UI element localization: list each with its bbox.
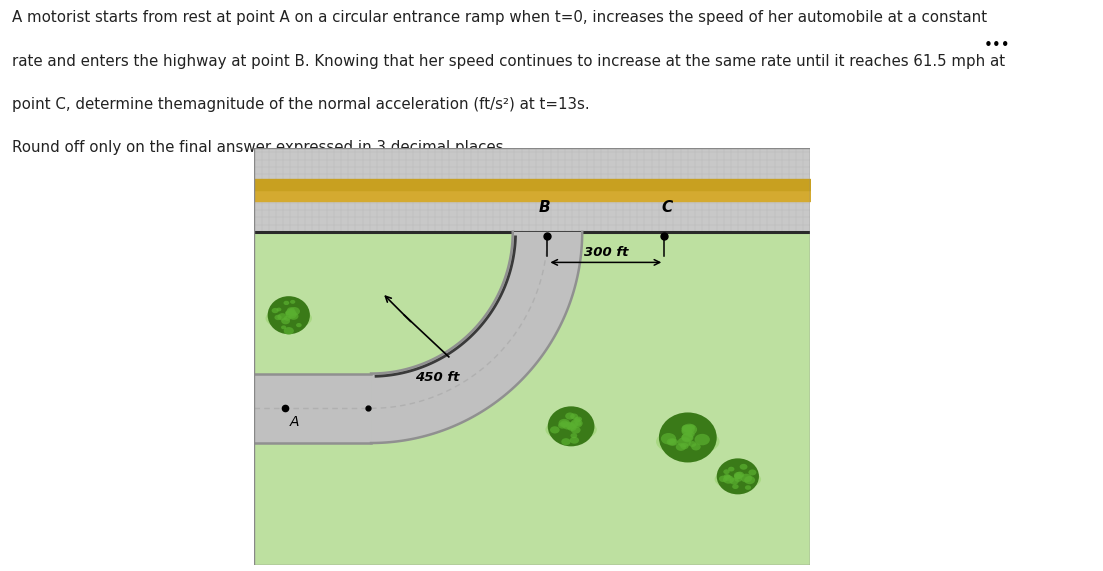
Ellipse shape	[666, 439, 676, 445]
Ellipse shape	[281, 317, 290, 324]
Ellipse shape	[676, 443, 686, 451]
Ellipse shape	[575, 421, 581, 426]
Ellipse shape	[570, 433, 577, 438]
Polygon shape	[255, 148, 810, 232]
Ellipse shape	[682, 424, 697, 435]
Ellipse shape	[735, 474, 741, 479]
Ellipse shape	[268, 296, 310, 334]
Ellipse shape	[724, 469, 730, 474]
Text: A: A	[289, 415, 299, 429]
Ellipse shape	[684, 425, 695, 433]
Ellipse shape	[729, 478, 739, 485]
Ellipse shape	[563, 422, 572, 429]
Text: 300 ft: 300 ft	[583, 246, 628, 259]
Ellipse shape	[658, 412, 717, 463]
Ellipse shape	[735, 476, 742, 482]
Ellipse shape	[289, 312, 299, 320]
Ellipse shape	[277, 308, 281, 311]
Ellipse shape	[683, 425, 692, 432]
Ellipse shape	[286, 311, 291, 315]
Ellipse shape	[682, 433, 693, 441]
Ellipse shape	[688, 441, 696, 447]
Ellipse shape	[281, 325, 287, 329]
Polygon shape	[255, 373, 371, 443]
Ellipse shape	[567, 424, 577, 431]
Ellipse shape	[719, 476, 728, 482]
Ellipse shape	[749, 469, 757, 476]
Ellipse shape	[561, 438, 570, 445]
Ellipse shape	[687, 432, 695, 437]
Ellipse shape	[286, 311, 291, 315]
Ellipse shape	[566, 423, 576, 430]
Ellipse shape	[681, 443, 688, 449]
Ellipse shape	[687, 424, 695, 430]
Ellipse shape	[286, 311, 297, 319]
Ellipse shape	[745, 485, 751, 490]
Ellipse shape	[736, 472, 745, 478]
Ellipse shape	[283, 301, 289, 305]
Ellipse shape	[677, 437, 690, 447]
Ellipse shape	[278, 313, 287, 320]
Ellipse shape	[724, 474, 730, 479]
Text: 450 ft: 450 ft	[416, 371, 460, 384]
Text: rate and enters the highway at point B. Knowing that her speed continues to incr: rate and enters the highway at point B. …	[12, 54, 1005, 69]
Ellipse shape	[732, 484, 739, 489]
Ellipse shape	[290, 300, 296, 304]
Polygon shape	[371, 232, 582, 443]
Ellipse shape	[745, 476, 756, 484]
Polygon shape	[255, 148, 810, 565]
Ellipse shape	[565, 412, 575, 420]
Ellipse shape	[661, 433, 676, 444]
Ellipse shape	[733, 472, 743, 479]
Ellipse shape	[656, 428, 719, 456]
Ellipse shape	[283, 327, 293, 335]
Text: A motorist starts from rest at point A on a circular entrance ramp when t=0, inc: A motorist starts from rest at point A o…	[12, 10, 987, 25]
Ellipse shape	[728, 467, 735, 472]
Ellipse shape	[570, 437, 579, 444]
Ellipse shape	[266, 308, 312, 329]
Ellipse shape	[682, 427, 693, 436]
Ellipse shape	[286, 309, 296, 317]
Ellipse shape	[570, 419, 582, 428]
Ellipse shape	[717, 459, 759, 494]
Ellipse shape	[558, 419, 570, 428]
Text: C: C	[662, 200, 673, 215]
Ellipse shape	[548, 407, 595, 447]
Ellipse shape	[558, 423, 567, 429]
Ellipse shape	[570, 421, 578, 427]
Ellipse shape	[574, 417, 580, 423]
Ellipse shape	[283, 316, 291, 321]
Ellipse shape	[682, 433, 694, 443]
Ellipse shape	[668, 439, 678, 446]
Ellipse shape	[733, 473, 741, 479]
Ellipse shape	[722, 476, 735, 484]
Ellipse shape	[288, 307, 300, 316]
Ellipse shape	[575, 416, 582, 422]
Ellipse shape	[715, 469, 761, 489]
Ellipse shape	[287, 307, 295, 313]
Ellipse shape	[271, 308, 279, 313]
Ellipse shape	[695, 434, 710, 445]
Ellipse shape	[740, 474, 752, 482]
Ellipse shape	[570, 413, 578, 419]
Ellipse shape	[724, 475, 731, 481]
Ellipse shape	[740, 464, 748, 470]
Text: Round off only on the final answer expressed in 3 decimal places.: Round off only on the final answer expre…	[12, 140, 508, 155]
Ellipse shape	[550, 426, 559, 433]
Text: B: B	[539, 200, 550, 215]
Ellipse shape	[296, 323, 302, 327]
Ellipse shape	[560, 421, 568, 427]
Ellipse shape	[682, 425, 690, 432]
Text: •••: •••	[984, 38, 1010, 53]
Ellipse shape	[275, 315, 281, 320]
Ellipse shape	[545, 419, 597, 441]
Ellipse shape	[570, 427, 580, 434]
Text: point C, determine the​magnitude of the normal acceleration (ft/s²) at t=13s.: point C, determine the​magnitude of the …	[12, 96, 590, 112]
Ellipse shape	[692, 443, 700, 451]
